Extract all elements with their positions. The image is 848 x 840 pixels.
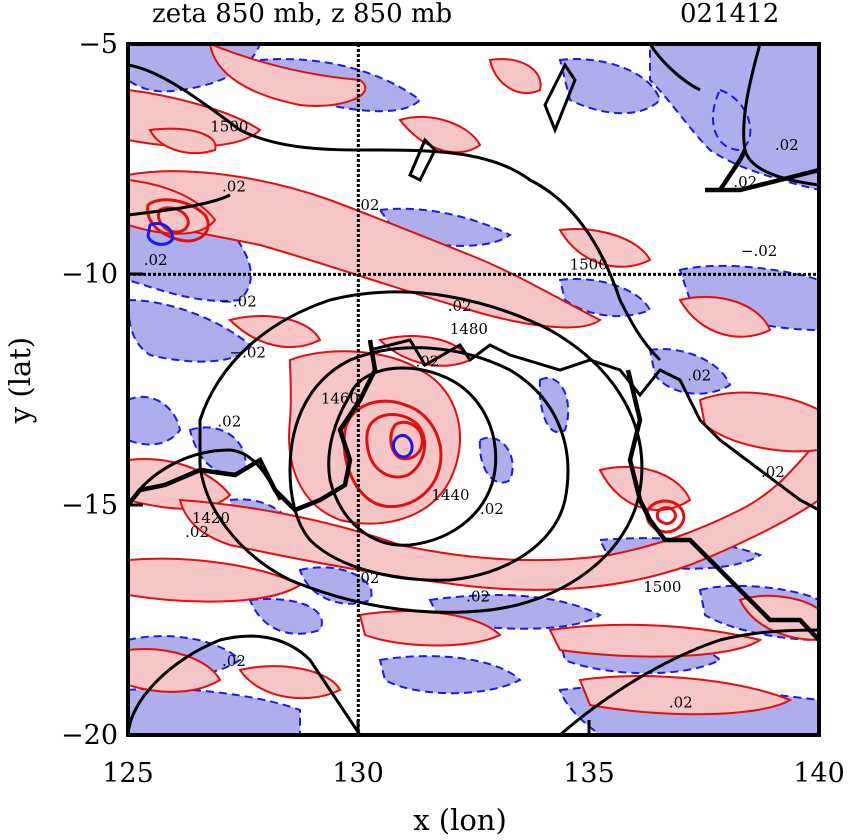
y-tick-label: −5 — [78, 29, 118, 60]
map-field: 1500 .02 .02 .02 −.02 −.02 .02 1480 .02 1460 .02 15… — [128, 44, 819, 735]
thick-boundary-contours — [128, 148, 819, 642]
contour-label: .02 — [356, 196, 380, 214]
contour-label: .02 — [466, 587, 490, 605]
y-axis-label: y (lat) — [3, 337, 37, 424]
reference-lines — [128, 44, 819, 735]
contour-label: .02 — [775, 136, 799, 154]
plot-timestamp: 021412 — [680, 0, 779, 29]
contour-label: .02 — [687, 366, 711, 384]
contour-label: −.02 — [741, 242, 777, 260]
contour-label: 1500 — [210, 118, 248, 136]
height-contours — [128, 44, 819, 735]
contour-label: .02 — [356, 569, 380, 587]
contour-label: .02 — [185, 523, 209, 541]
contour-label: .02 — [761, 463, 785, 481]
contour-label: .02 — [416, 352, 440, 370]
contour-labels: 1500 .02 .02 .02 −.02 −.02 .02 1480 .02 1460 .02 15… — [144, 118, 799, 712]
positive-vorticity-regions — [128, 44, 819, 716]
x-tick-labels: 125 130 135 140 — [102, 758, 845, 789]
contour-label: 1480 — [450, 320, 488, 338]
contour-label: .02 — [733, 173, 757, 191]
contour-label: −.02 — [230, 343, 266, 361]
axis-ticks — [126, 42, 821, 737]
y-tick-label: −10 — [61, 259, 118, 290]
contour-label: 1420 — [192, 509, 230, 527]
x-tick-label: 125 — [102, 758, 154, 789]
contour-label: 1500 — [570, 256, 608, 274]
y-tick-label: −20 — [61, 720, 118, 751]
x-tick-label: 140 — [793, 758, 845, 789]
plot-title: zeta 850 mb, z 850 mb — [152, 0, 452, 29]
contour-label: −.02 — [220, 293, 256, 311]
strong-negative-contours — [146, 222, 414, 459]
contour-label: 1460 — [321, 389, 359, 407]
contour-label: .02 — [480, 500, 504, 518]
contour-label: .02 — [222, 652, 246, 670]
contour-label: 1440 — [431, 486, 469, 504]
contour-label: .02 — [669, 693, 693, 711]
plot-frame — [126, 42, 821, 737]
x-tick-label: 135 — [563, 758, 615, 789]
y-tick-labels: −5 −10 −15 −20 — [61, 29, 118, 751]
contour-label: .02 — [144, 251, 168, 269]
contour-label: 1500 — [643, 578, 681, 596]
contour-label: .02 — [448, 297, 472, 315]
y-tick-label: −15 — [61, 490, 118, 521]
x-tick-label: 130 — [332, 758, 384, 789]
contour-label: .02 — [222, 177, 246, 195]
contour-label: .02 — [217, 412, 241, 430]
x-axis-label: x (lon) — [413, 803, 507, 837]
